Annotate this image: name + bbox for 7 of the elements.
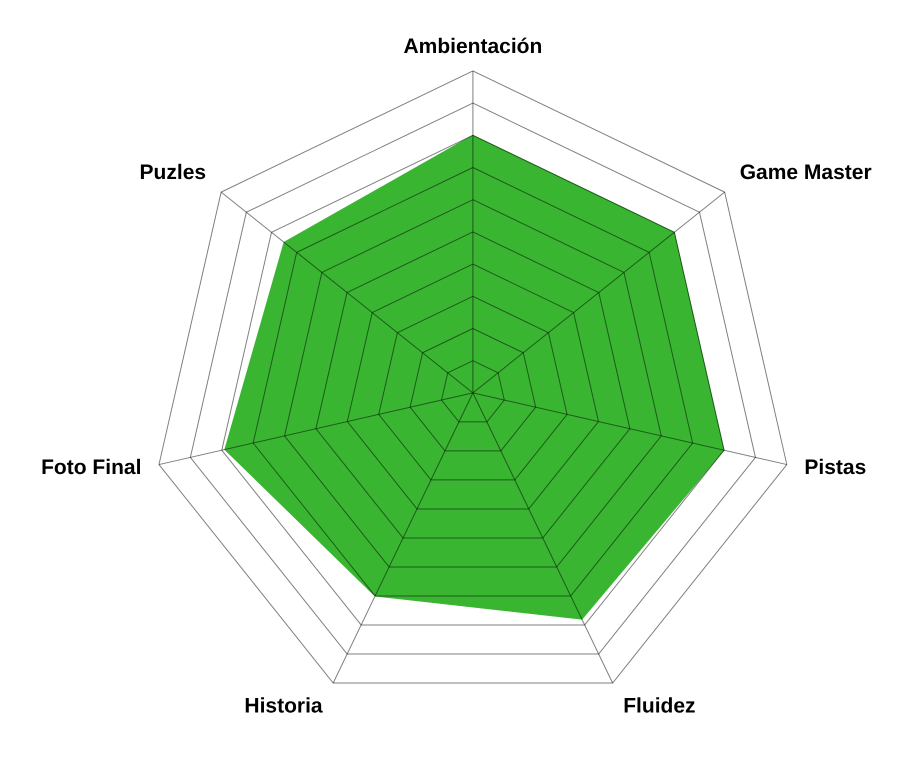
spoke-label: Historia xyxy=(244,694,323,718)
spoke-label: Foto Final xyxy=(41,456,142,479)
spoke-label: Fluidez xyxy=(623,694,696,718)
spoke-label: Ambientación xyxy=(403,35,542,58)
spoke-label: Game Master xyxy=(740,161,872,184)
spoke-label: Puzles xyxy=(140,161,206,184)
spoke-label: Pistas xyxy=(804,456,866,479)
